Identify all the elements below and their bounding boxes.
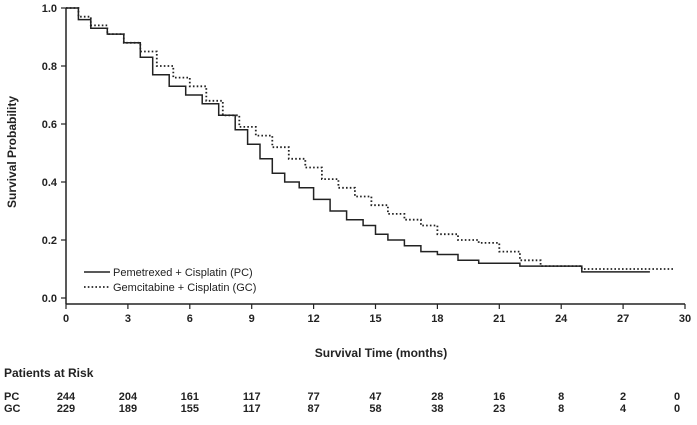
risk-value: 117 [242,391,261,403]
risk-value: 8 [558,403,565,415]
risk-value: 229 [56,403,76,415]
y-axis-label: Survival Probability [5,96,19,208]
x-tick-label: 9 [249,313,255,325]
x-tick-label: 12 [307,313,319,325]
risk-value: 47 [369,391,382,403]
risk-value: 77 [307,391,320,403]
x-axis-label: Survival Time (months) [315,346,447,360]
risk-value: 2 [620,391,627,403]
risk-value: 8 [558,391,565,403]
legend: Pemetrexed + Cisplatin (PC) Gemcitabine +… [84,267,256,294]
legend-label: Gemcitabine + Cisplatin (GC) [113,282,256,294]
risk-value: 161 [180,391,199,403]
y-tick-label: 0.2 [42,235,57,247]
risk-value: 0 [673,391,681,403]
risk-value: 28 [431,391,444,403]
risk-row-label: GC [4,403,21,415]
risk-value: 87 [307,403,320,415]
y-tick-label: 0.4 [42,177,58,189]
risk-value: 23 [493,403,506,415]
risk-value: 58 [369,403,382,415]
y-tick-label: 0.8 [42,61,57,73]
series-line-gc [66,7,675,270]
x-tick-label: 15 [369,313,381,325]
risk-value: 16 [493,391,506,403]
x-tick-label: 18 [431,313,443,325]
risk-value: 244 [56,391,76,403]
risk-value: 4 [620,403,627,415]
risk-value: 204 [118,391,138,403]
series-line-pc [66,7,650,273]
y-tick-label: 0.6 [42,119,57,131]
risk-value: 117 [242,403,261,415]
x-tick-label: 0 [63,313,69,325]
y-tick-label: 0.0 [42,293,57,305]
patients-at-risk-table: Patients at Risk PC 244 204 161 117 77 47 28 16 8… [0,360,697,420]
x-tick-label: 30 [679,313,691,325]
risk-row-gc: GC 229 189 155 117 87 58 38 23 8 4 0 [0,403,697,417]
risk-value: 0 [673,403,681,415]
x-tick-label: 6 [187,313,193,325]
risk-value: 38 [431,403,444,415]
legend-label: Pemetrexed + Cisplatin (PC) [113,267,253,279]
x-tick-label: 3 [125,313,131,325]
series-group [66,7,675,273]
x-tick-label: 21 [493,313,505,325]
risk-row-label: PC [4,391,20,403]
risk-row-pc: PC 244 204 161 117 77 47 28 16 8 2 0 [0,391,697,405]
x-tick-label: 27 [617,313,629,325]
tick-group: 0 3 6 9 12 15 18 21 24 27 30 0.0 0.2 0.4 0.6 0.8 1.0 [42,3,691,325]
axes [65,8,685,305]
survival-chart: 0 3 6 9 12 15 18 21 24 27 30 0.0 0.2 0.4 0.6 0.8 1.0 Pem… [5,3,691,360]
risk-value: 189 [118,403,138,415]
x-tick-label: 24 [555,313,568,325]
risk-table-title: Patients at Risk [4,366,94,380]
risk-value: 155 [180,403,199,415]
y-tick-label: 1.0 [42,3,57,15]
